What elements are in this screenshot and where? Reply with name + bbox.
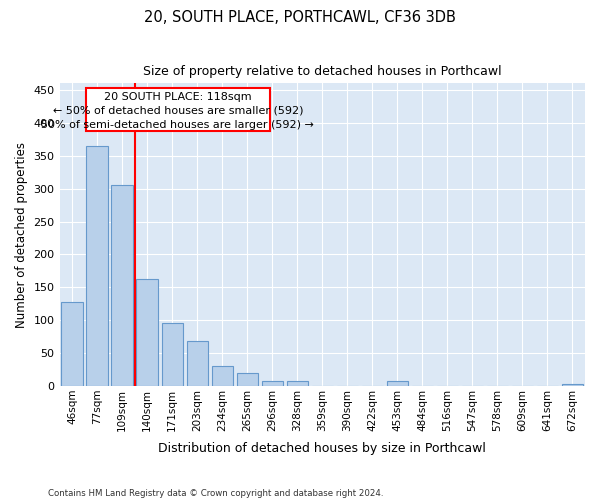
Bar [212, 366, 233, 386]
Bar [187, 341, 208, 386]
Bar [61, 302, 83, 386]
Bar [387, 380, 408, 386]
Text: 20 SOUTH PLACE: 118sqm: 20 SOUTH PLACE: 118sqm [104, 92, 251, 102]
Bar [112, 186, 133, 386]
Text: 20, SOUTH PLACE, PORTHCAWL, CF36 3DB: 20, SOUTH PLACE, PORTHCAWL, CF36 3DB [144, 10, 456, 25]
Bar [562, 384, 583, 386]
X-axis label: Distribution of detached houses by size in Porthcawl: Distribution of detached houses by size … [158, 442, 486, 455]
Text: Contains HM Land Registry data © Crown copyright and database right 2024.: Contains HM Land Registry data © Crown c… [48, 488, 383, 498]
Bar [136, 278, 158, 386]
Title: Size of property relative to detached houses in Porthcawl: Size of property relative to detached ho… [143, 65, 502, 78]
Bar [86, 146, 108, 386]
FancyBboxPatch shape [86, 88, 270, 132]
Text: ← 50% of detached houses are smaller (592): ← 50% of detached houses are smaller (59… [53, 106, 303, 116]
Bar [287, 380, 308, 386]
Bar [262, 380, 283, 386]
Y-axis label: Number of detached properties: Number of detached properties [15, 142, 28, 328]
Text: 50% of semi-detached houses are larger (592) →: 50% of semi-detached houses are larger (… [41, 120, 314, 130]
Bar [236, 373, 258, 386]
Bar [161, 324, 183, 386]
